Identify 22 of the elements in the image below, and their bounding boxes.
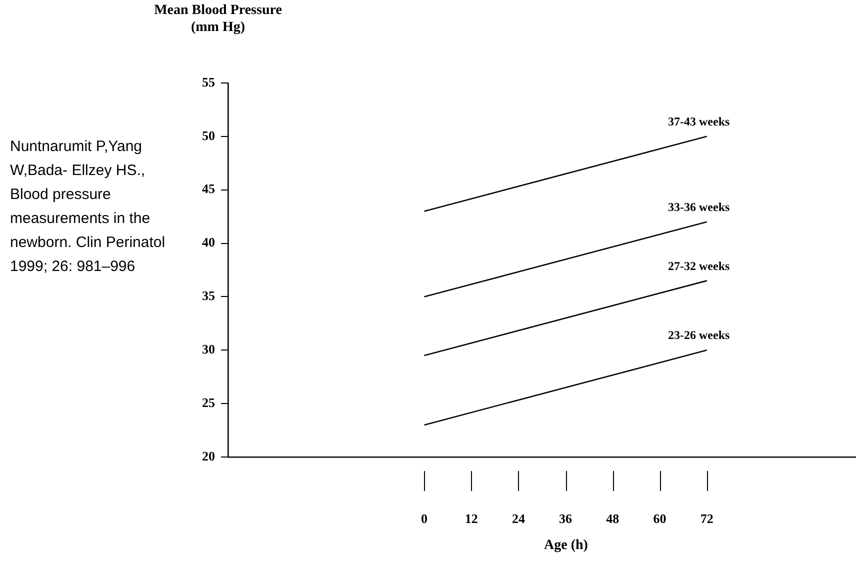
series-label: 37-43 weeks — [668, 114, 730, 129]
y-tick-label: 55 — [202, 74, 216, 90]
x-tick-label: 48 — [606, 511, 620, 526]
x-tick-label: 0 — [421, 511, 428, 526]
y-tick-label: 50 — [202, 128, 215, 143]
x-tick-label: 72 — [700, 511, 714, 526]
series-label: 27-32 weeks — [668, 258, 730, 273]
y-tick-label: 40 — [202, 234, 215, 250]
y-tick-label: 35 — [202, 288, 216, 304]
x-axis-title: Age (h) — [543, 538, 589, 554]
y-tick-label: 30 — [202, 342, 215, 356]
x-tick-label: 24 — [512, 511, 526, 526]
y-tick-label: 45 — [202, 181, 216, 196]
y-tick-label: 25 — [202, 394, 216, 410]
series-label: 23-26 weeks — [668, 328, 730, 342]
x-tick-label: 60 — [653, 511, 666, 526]
y-tick-label: 20 — [202, 448, 215, 464]
x-tick-label: 12 — [464, 511, 478, 526]
x-tick-label: 36 — [559, 511, 573, 526]
series-label: 33-36 weeks — [668, 200, 730, 214]
text: Nuntnarumit P,Yang W,Bada- Ellzey HS., Blood pressure measurements in the newborn. Clin Perinatol 1999; 26: 981–996 — [10, 137, 166, 277]
y-axis-title: Mean Blood Pressure (mm Hg) — [153, 2, 283, 36]
